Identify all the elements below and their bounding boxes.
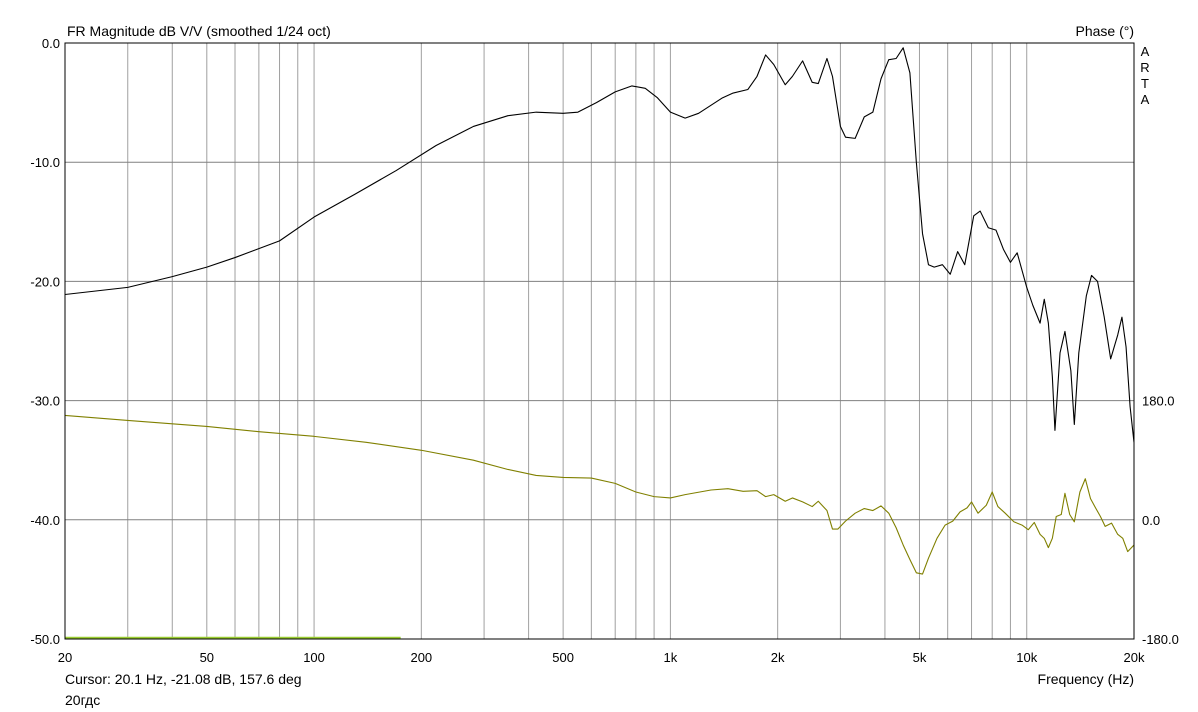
series-line-2 [64, 414, 1135, 575]
y-tick-label: -20.0 [30, 274, 60, 289]
x-tick-label: 20k [1124, 650, 1145, 665]
y2-tick-label: -180.0 [1142, 632, 1179, 647]
y2-tick-label: 0.0 [1142, 513, 1160, 528]
x-tick-label: 5k [913, 650, 927, 665]
measurement-name: 20гдс [65, 692, 100, 708]
x-tick-label: 50 [200, 650, 214, 665]
y-tick-label: -50.0 [30, 632, 60, 647]
x-tick-label: 200 [410, 650, 432, 665]
tick-labels: 20 50 100 200 500 1k 2k 5k 10k 20k 0.0 -10.0 -20.0 -3… [30, 36, 1179, 665]
grid [65, 43, 1134, 639]
x-tick-label: 500 [552, 650, 574, 665]
x-tick-label: 1k [664, 650, 678, 665]
series-line-1 [64, 47, 1135, 443]
x-tick-label: 20 [58, 650, 72, 665]
y-tick-label: -10.0 [30, 155, 60, 170]
y-tick-label: 0.0 [42, 36, 60, 51]
x-axis-label: Frequency (Hz) [1038, 671, 1134, 687]
x-tick-label: 10k [1016, 650, 1037, 665]
cursor-readout: Cursor: 20.1 Hz, -21.08 dB, 157.6 deg [65, 671, 302, 687]
plot-frame [64, 42, 1135, 640]
x-tick-label: 100 [303, 650, 325, 665]
series-layer [64, 47, 1135, 639]
y-tick-label: -30.0 [30, 394, 60, 409]
chart-title: FR Magnitude dB V/V (smoothed 1/24 oct) [67, 23, 331, 39]
right-axis-title: Phase (°) [1075, 23, 1134, 39]
y-tick-label: -40.0 [30, 513, 60, 528]
y2-tick-label: 180.0 [1142, 394, 1175, 409]
x-tick-label: 2k [771, 650, 785, 665]
